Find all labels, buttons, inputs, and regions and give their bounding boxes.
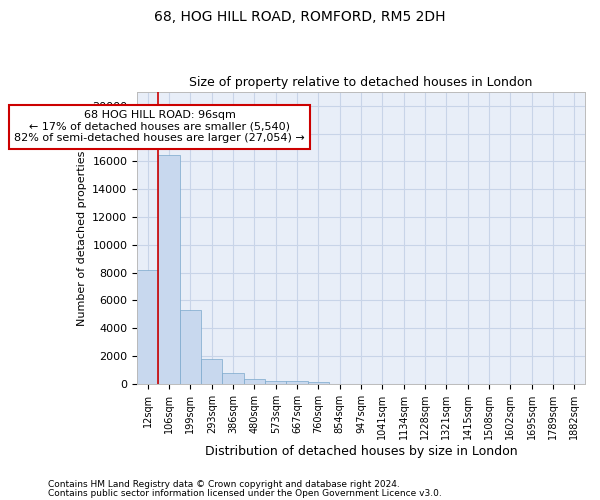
Bar: [286, 382, 308, 384]
Bar: [158, 154, 180, 384]
Text: Contains HM Land Registry data © Crown copyright and database right 2024.: Contains HM Land Registry data © Crown c…: [48, 480, 400, 489]
Bar: [137, 270, 158, 384]
Title: Size of property relative to detached houses in London: Size of property relative to detached ho…: [190, 76, 533, 90]
Text: 68, HOG HILL ROAD, ROMFORD, RM5 2DH: 68, HOG HILL ROAD, ROMFORD, RM5 2DH: [154, 10, 446, 24]
Bar: [265, 380, 286, 384]
Bar: [308, 382, 329, 384]
Text: 68 HOG HILL ROAD: 96sqm
← 17% of detached houses are smaller (5,540)
82% of semi: 68 HOG HILL ROAD: 96sqm ← 17% of detache…: [14, 110, 305, 144]
Y-axis label: Number of detached properties: Number of detached properties: [77, 150, 87, 326]
Bar: [223, 374, 244, 384]
Bar: [201, 360, 223, 384]
Text: Contains public sector information licensed under the Open Government Licence v3: Contains public sector information licen…: [48, 489, 442, 498]
Bar: [244, 379, 265, 384]
X-axis label: Distribution of detached houses by size in London: Distribution of detached houses by size …: [205, 444, 517, 458]
Bar: [180, 310, 201, 384]
